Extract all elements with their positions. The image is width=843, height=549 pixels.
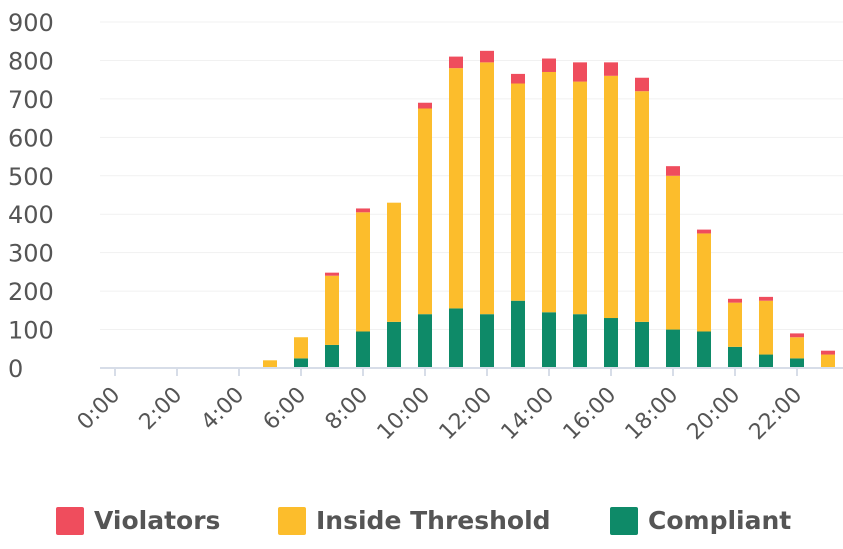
legend-swatch-compliant [610, 506, 638, 535]
y-tick-label: 100 [8, 317, 54, 345]
bar-segment-inside-threshold[interactable] [387, 202, 401, 322]
bar-segment-violators[interactable] [759, 296, 773, 301]
y-tick-label: 500 [8, 163, 54, 191]
bar-segment-inside-threshold[interactable] [511, 83, 525, 301]
bar-segment-compliant[interactable] [542, 312, 556, 368]
y-tick-label: 0 [8, 355, 23, 383]
legend-label-inside-threshold: Inside Threshold [316, 506, 551, 535]
x-tick-label: 18:00 [621, 383, 684, 446]
bar-segment-violators[interactable] [418, 102, 432, 109]
legend-item-violators[interactable]: Violators [56, 506, 220, 535]
x-tick-label: 2:00 [135, 383, 188, 436]
grid-lines [100, 21, 843, 331]
bar-segment-compliant[interactable] [635, 321, 649, 368]
bar-segment-violators[interactable] [356, 208, 370, 213]
x-tick-label: 0:00 [73, 383, 126, 436]
bar-segment-inside-threshold[interactable] [480, 62, 494, 315]
x-tick-label: 10:00 [373, 383, 436, 446]
y-tick-label: 400 [8, 201, 54, 229]
bar-segment-inside-threshold[interactable] [294, 337, 308, 359]
bar-segment-violators[interactable] [604, 62, 618, 76]
y-tick-label: 900 [8, 9, 54, 37]
x-tick-label: 14:00 [497, 383, 560, 446]
x-tick-label: 4:00 [197, 383, 250, 436]
bar-segment-compliant[interactable] [728, 346, 742, 368]
x-tick-label: 20:00 [683, 383, 746, 446]
bar-segment-compliant[interactable] [790, 358, 804, 368]
x-tick-label: 22:00 [745, 383, 808, 446]
y-tick-label: 300 [8, 240, 54, 268]
legend-label-compliant: Compliant [648, 506, 792, 535]
bar-segment-violators[interactable] [666, 166, 680, 176]
legend-label-violators: Violators [94, 506, 221, 535]
bars [263, 50, 835, 368]
x-axis-ticks: 0:00 2:00 4:00 6:00 8:00 10:00 12:00 14:00 16:00… [73, 368, 808, 446]
bar-segment-inside-threshold[interactable] [325, 275, 339, 345]
bar-segment-compliant[interactable] [573, 314, 587, 368]
stacked-bar-chart: 0 100 200 300 400 500 600 700 800 900 0:00 2:00 4:0… [8, 9, 843, 446]
bar-segment-inside-threshold[interactable] [356, 212, 370, 332]
bar-segment-compliant[interactable] [449, 308, 463, 368]
bar-segment-violators[interactable] [728, 298, 742, 303]
bar-segment-compliant[interactable] [325, 344, 339, 368]
bar-segment-compliant[interactable] [666, 329, 680, 368]
bar-segment-violators[interactable] [821, 350, 835, 355]
bar-segment-inside-threshold[interactable] [542, 71, 556, 313]
legend-swatch-violators [56, 506, 84, 535]
x-tick-label: 12:00 [435, 383, 498, 446]
y-tick-label: 800 [8, 47, 54, 75]
bar-segment-inside-threshold[interactable] [449, 68, 463, 309]
bar-segment-violators[interactable] [573, 62, 587, 82]
y-tick-label: 200 [8, 278, 54, 306]
bar-segment-inside-threshold[interactable] [821, 354, 835, 368]
bar-segment-violators[interactable] [449, 56, 463, 69]
bar-segment-violators[interactable] [480, 50, 494, 63]
bar-segment-compliant[interactable] [759, 354, 773, 368]
bar-segment-inside-threshold[interactable] [697, 233, 711, 332]
bar-segment-inside-threshold[interactable] [759, 300, 773, 355]
legend-item-inside-threshold[interactable]: Inside Threshold [278, 506, 551, 535]
x-tick-label: 8:00 [321, 383, 374, 436]
bar-segment-inside-threshold[interactable] [573, 81, 587, 315]
legend: Violators Inside Threshold Compliant [0, 506, 843, 546]
bar-segment-inside-threshold[interactable] [728, 302, 742, 347]
bar-segment-compliant[interactable] [697, 331, 711, 368]
bar-segment-compliant[interactable] [480, 314, 494, 368]
bar-segment-inside-threshold[interactable] [418, 108, 432, 315]
bar-segment-violators[interactable] [635, 77, 649, 92]
bar-segment-inside-threshold[interactable] [635, 91, 649, 322]
bar-segment-compliant[interactable] [604, 318, 618, 368]
y-tick-label: 700 [8, 86, 54, 114]
bar-segment-violators[interactable] [511, 73, 525, 84]
bar-segment-violators[interactable] [325, 272, 339, 276]
bar-segment-violators[interactable] [697, 229, 711, 234]
bar-segment-violators[interactable] [790, 333, 804, 338]
bar-segment-violators[interactable] [542, 58, 556, 72]
bar-segment-compliant[interactable] [387, 321, 401, 368]
bar-segment-compliant[interactable] [511, 300, 525, 368]
bar-segment-compliant[interactable] [356, 331, 370, 368]
bar-segment-inside-threshold[interactable] [263, 360, 277, 368]
x-tick-label: 6:00 [259, 383, 312, 436]
y-axis-ticks: 0 100 200 300 400 500 600 700 800 900 [8, 9, 54, 383]
bar-segment-inside-threshold[interactable] [790, 337, 804, 359]
x-tick-label: 16:00 [559, 383, 622, 446]
legend-item-compliant[interactable]: Compliant [610, 506, 791, 535]
y-tick-label: 600 [8, 124, 54, 152]
bar-segment-compliant[interactable] [418, 314, 432, 368]
bar-segment-compliant[interactable] [294, 358, 308, 368]
legend-swatch-inside-threshold [278, 506, 306, 535]
bar-segment-inside-threshold[interactable] [604, 75, 618, 319]
bar-segment-inside-threshold[interactable] [666, 175, 680, 330]
